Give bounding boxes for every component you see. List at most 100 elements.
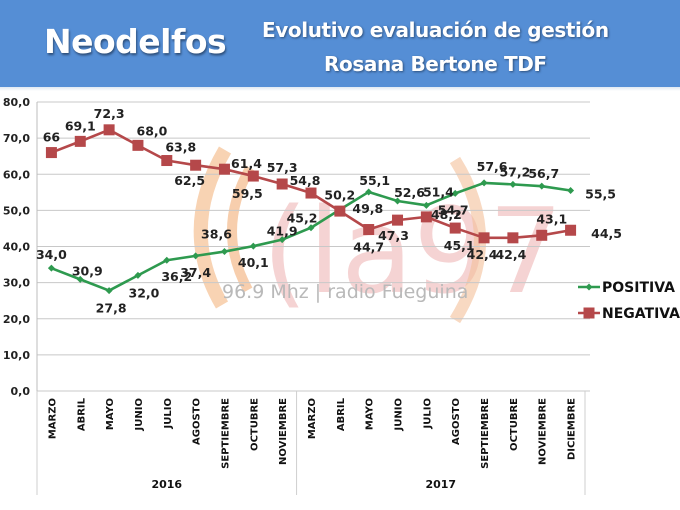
x-tick-label: MAYO bbox=[365, 398, 376, 430]
y-tick-label: 60,0 bbox=[3, 168, 30, 181]
data-label-negativa: 57,3 bbox=[267, 160, 298, 175]
data-label-positiva: 27,8 bbox=[96, 301, 127, 316]
x-tick-label: OCTUBRE bbox=[249, 398, 260, 451]
axes: 0,0 10,0 20,0 30,0 40,0 50,0 60,0 70,0 80,0 2016 2… bbox=[3, 96, 586, 495]
data-point-positiva bbox=[538, 182, 546, 190]
data-label-positiva: 45,2 bbox=[287, 211, 318, 226]
data-point-positiva bbox=[47, 264, 55, 272]
data-label-negativa: 63,8 bbox=[165, 140, 196, 155]
data-label-positiva: 30,9 bbox=[72, 263, 103, 278]
data-label-positiva: 32,0 bbox=[129, 285, 160, 300]
data-label-positiva: 55,5 bbox=[585, 187, 616, 202]
data-point-positiva bbox=[451, 189, 459, 197]
watermark-arc-inner bbox=[227, 165, 255, 293]
data-point-negativa bbox=[45, 147, 57, 159]
watermark-caption: 96.9 Mhz | radio Fueguina bbox=[222, 281, 468, 303]
chart-title-line2: Rosana Bertone TDF bbox=[324, 52, 547, 76]
y-tick-label: 80,0 bbox=[3, 96, 30, 109]
chart-title-line1: Evolutivo evaluación de gestión bbox=[262, 18, 609, 42]
data-point-negativa bbox=[190, 159, 202, 171]
data-label-positiva: 41,9 bbox=[267, 224, 298, 239]
data-label-positiva: 55,1 bbox=[359, 173, 390, 188]
data-point-negativa bbox=[247, 170, 259, 182]
data-label-positiva: 52,6 bbox=[394, 185, 425, 200]
data-label-negativa: 44,7 bbox=[353, 240, 384, 255]
data-point-negativa bbox=[420, 211, 432, 223]
data-label-negativa: 62,5 bbox=[174, 173, 205, 188]
x-tick-label: JULIO bbox=[422, 398, 433, 429]
legend-marker-positiva bbox=[585, 283, 593, 291]
data-label-negativa: 61,4 bbox=[231, 156, 262, 171]
data-point-negativa bbox=[74, 135, 86, 147]
data-point-negativa bbox=[536, 229, 548, 241]
data-label-positiva: 40,1 bbox=[238, 255, 269, 270]
y-tick-label: 40,0 bbox=[3, 241, 30, 254]
header-divider bbox=[0, 87, 680, 91]
data-point-positiva bbox=[422, 201, 430, 209]
data-label-negativa: 43,1 bbox=[536, 211, 567, 226]
data-point-negativa bbox=[161, 155, 173, 167]
data-label-positiva: 50,2 bbox=[324, 188, 355, 203]
data-label-negativa: 47,3 bbox=[378, 228, 409, 243]
data-label-negativa: 44,5 bbox=[591, 226, 622, 241]
x-tick-label: NOVIEMBRE bbox=[538, 398, 549, 465]
data-point-negativa bbox=[218, 163, 230, 175]
x-tick-label: JUNIO bbox=[134, 398, 145, 431]
series-layer bbox=[45, 124, 577, 295]
x-tick-label: NOVIEMBRE bbox=[278, 398, 289, 465]
data-point-negativa bbox=[132, 139, 144, 151]
x-tick-label: ABRIL bbox=[76, 397, 87, 431]
data-label-negativa: 42,4 bbox=[467, 247, 498, 262]
data-point-positiva bbox=[163, 256, 171, 264]
brand-title: Neodelfos bbox=[44, 22, 227, 61]
data-label-negativa: 68,0 bbox=[137, 123, 168, 138]
y-tick-label: 10,0 bbox=[3, 349, 30, 362]
data-label-negativa: 49,8 bbox=[352, 201, 383, 216]
data-point-negativa bbox=[478, 232, 490, 244]
data-point-negativa bbox=[392, 214, 404, 226]
data-label-positiva: 36,2 bbox=[161, 269, 192, 284]
data-point-positiva bbox=[394, 197, 402, 205]
data-label-positiva: 57,2 bbox=[499, 164, 530, 179]
data-point-negativa bbox=[334, 205, 346, 217]
data-point-positiva bbox=[134, 271, 142, 279]
x-tick-label: ABRIL bbox=[336, 397, 347, 431]
x-tick-label: MARZO bbox=[307, 398, 318, 439]
x-tick-label: DICIEMBRE bbox=[567, 398, 578, 460]
data-point-negativa bbox=[363, 224, 375, 236]
data-point-positiva bbox=[192, 252, 200, 260]
data-point-negativa bbox=[103, 124, 115, 136]
y-tick-label: 20,0 bbox=[3, 313, 30, 326]
data-labels: 34,0 30,9 27,832,036,237,4 38,6 40,1 41,945,2… bbox=[36, 106, 622, 316]
data-label-negativa: 59,5 bbox=[232, 186, 263, 201]
data-point-negativa bbox=[565, 224, 577, 236]
data-label-positiva: 56,7 bbox=[528, 166, 559, 181]
x-tick-label: SEPTIEMBRE bbox=[480, 398, 491, 469]
data-point-positiva bbox=[480, 179, 488, 187]
data-point-positiva bbox=[220, 248, 228, 256]
header-banner: Neodelfos Evolutivo evaluación de gestió… bbox=[0, 0, 680, 87]
x-tick-label: AGOSTO bbox=[451, 398, 462, 445]
data-label-negativa: 69,1 bbox=[65, 118, 96, 133]
y-tick-label: 50,0 bbox=[3, 204, 30, 217]
data-label-negativa: 54,8 bbox=[290, 173, 321, 188]
y-tick-label: 30,0 bbox=[3, 277, 30, 290]
data-point-positiva bbox=[105, 287, 113, 295]
data-point-negativa bbox=[507, 232, 519, 244]
x-tick-label: AGOSTO bbox=[192, 398, 203, 445]
data-point-negativa bbox=[305, 187, 317, 199]
x-tick-label: JUNIO bbox=[394, 398, 405, 431]
data-label-negativa: 48,2 bbox=[431, 207, 462, 222]
data-point-positiva bbox=[509, 180, 517, 188]
data-point-positiva bbox=[365, 188, 373, 196]
y-tick-label: 0,0 bbox=[11, 385, 31, 398]
data-point-positiva bbox=[249, 242, 257, 250]
data-point-positiva bbox=[76, 275, 84, 283]
x-tick-label: MAYO bbox=[105, 398, 116, 430]
data-point-negativa bbox=[276, 178, 288, 190]
data-label-negativa: 42,4 bbox=[495, 247, 526, 262]
y-tick-label: 70,0 bbox=[3, 132, 30, 145]
legend-label-positiva: POSITIVA bbox=[602, 280, 675, 296]
data-point-positiva bbox=[278, 236, 286, 244]
